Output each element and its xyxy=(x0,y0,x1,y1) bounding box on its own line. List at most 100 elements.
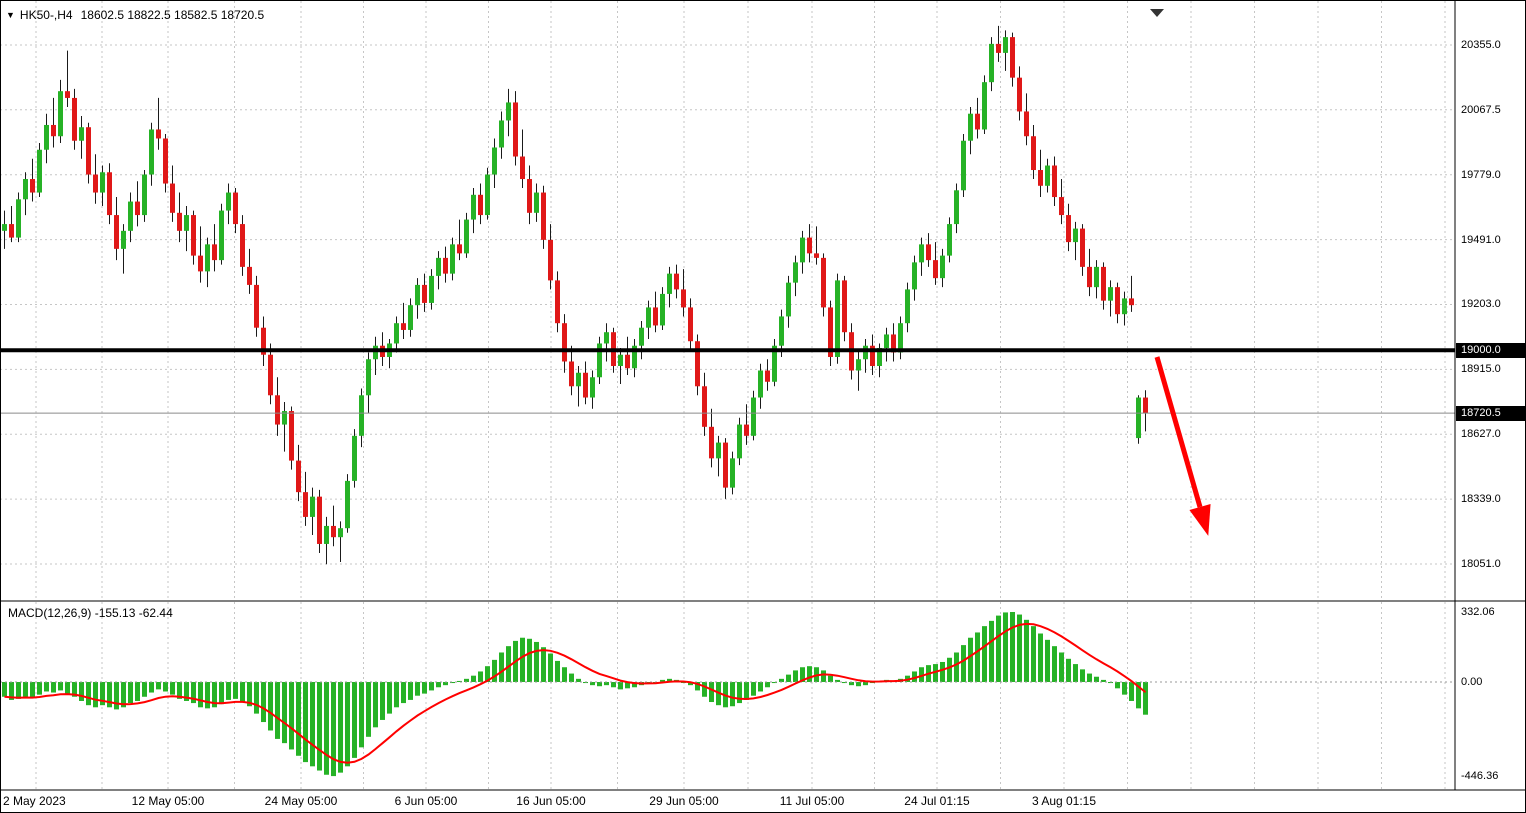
price-axis-label: 19491.0 xyxy=(1461,233,1501,246)
candle-up xyxy=(961,140,966,191)
candle-up xyxy=(16,199,21,238)
candle-up xyxy=(877,347,882,366)
candle-up xyxy=(394,323,399,344)
macd-bar xyxy=(359,682,364,748)
candle-down xyxy=(212,244,217,261)
candle-down xyxy=(296,460,301,493)
macd-bar xyxy=(828,675,833,682)
macd-bar xyxy=(1017,614,1022,682)
candle-up xyxy=(184,215,189,231)
macd-bar xyxy=(744,682,749,700)
candle-down xyxy=(1115,287,1120,315)
candle-up xyxy=(100,172,105,193)
candle-down xyxy=(674,273,679,290)
candle-up xyxy=(205,244,210,272)
macd-bar xyxy=(989,620,994,682)
candle-down xyxy=(513,102,518,157)
candle-down xyxy=(72,97,77,141)
macd-bar xyxy=(352,682,357,758)
candle-up xyxy=(415,284,420,306)
macd-bar xyxy=(254,682,259,714)
symbol-dropdown-icon[interactable]: ▼ xyxy=(6,10,15,20)
candle-up xyxy=(450,244,455,274)
macd-bar xyxy=(1115,682,1120,689)
symbol-title: HK50-,H4 xyxy=(19,8,73,22)
grid-layer xyxy=(0,1,1455,789)
candle-down xyxy=(541,192,546,240)
macd-bar xyxy=(1024,619,1029,682)
trend-arrow-head[interactable] xyxy=(1189,503,1211,536)
macd-bar xyxy=(478,671,483,682)
macd-bar xyxy=(23,682,28,697)
candle-down xyxy=(1052,165,1057,198)
candles-layer xyxy=(2,25,1148,565)
macd-bar xyxy=(632,682,637,688)
candle-down xyxy=(583,372,588,398)
macd-bar xyxy=(492,659,497,682)
macd-bar xyxy=(415,682,420,696)
macd-bar xyxy=(611,682,616,688)
price-axis-label: 19779.0 xyxy=(1461,168,1501,181)
candle-down xyxy=(156,129,161,139)
candle-down xyxy=(233,192,238,225)
candle-up xyxy=(786,282,791,317)
macd-bar xyxy=(765,682,770,688)
candle-down xyxy=(163,138,168,184)
macd-bar xyxy=(625,682,630,689)
candle-up xyxy=(1094,266,1099,288)
macd-bar xyxy=(1031,626,1036,682)
macd-bar xyxy=(366,682,371,737)
macd-bar xyxy=(226,682,231,700)
macd-bar xyxy=(338,682,343,773)
macd-bar xyxy=(471,675,476,682)
macd-bar xyxy=(401,682,406,704)
price-axis-label: 18051.0 xyxy=(1461,557,1501,570)
candle-up xyxy=(968,113,973,141)
macd-bar xyxy=(93,682,98,708)
candle-up xyxy=(44,124,49,150)
candle-up xyxy=(1045,165,1050,186)
candle-up xyxy=(856,359,861,371)
macd-bar xyxy=(1143,682,1148,715)
macd-bar xyxy=(464,678,469,682)
macd-bar xyxy=(198,682,203,708)
candle-up xyxy=(884,334,889,348)
candle-down xyxy=(443,257,448,274)
macd-bar xyxy=(961,645,966,682)
macd-bar xyxy=(275,682,280,739)
chart-shift-marker-icon[interactable] xyxy=(1150,9,1164,17)
candle-up xyxy=(947,224,952,256)
time-axis-label: 11 Jul 05:00 xyxy=(779,794,845,808)
candle-up xyxy=(646,307,651,328)
macd-bar xyxy=(940,661,945,682)
macd-bar xyxy=(1136,682,1141,709)
price-axis-label: 18915.0 xyxy=(1461,363,1501,376)
candle-up xyxy=(667,273,672,294)
candle-down xyxy=(198,255,203,272)
candle-down xyxy=(926,244,931,261)
macd-bar xyxy=(2,682,7,697)
candle-down xyxy=(1066,215,1071,243)
candle-up xyxy=(1003,37,1008,53)
candle-down xyxy=(135,201,140,216)
candle-up xyxy=(793,262,798,283)
macd-bar xyxy=(933,664,938,682)
candle-up xyxy=(751,397,756,436)
macd-bar xyxy=(247,682,252,707)
candle-down xyxy=(422,284,427,303)
candle-up xyxy=(618,354,623,366)
macd-bar xyxy=(688,682,693,686)
macd-histogram-layer xyxy=(0,612,1455,777)
candle-down xyxy=(1101,266,1106,301)
macd-bar xyxy=(569,673,574,682)
macd-bar xyxy=(240,682,245,703)
macd-bar xyxy=(996,615,1001,682)
trend-arrow-line[interactable] xyxy=(1154,356,1203,508)
candle-down xyxy=(520,156,525,180)
candle-down xyxy=(765,370,770,382)
candle-down xyxy=(254,284,259,328)
candle-up xyxy=(912,262,917,290)
macd-bar xyxy=(387,682,392,714)
macd-bar xyxy=(345,682,350,767)
